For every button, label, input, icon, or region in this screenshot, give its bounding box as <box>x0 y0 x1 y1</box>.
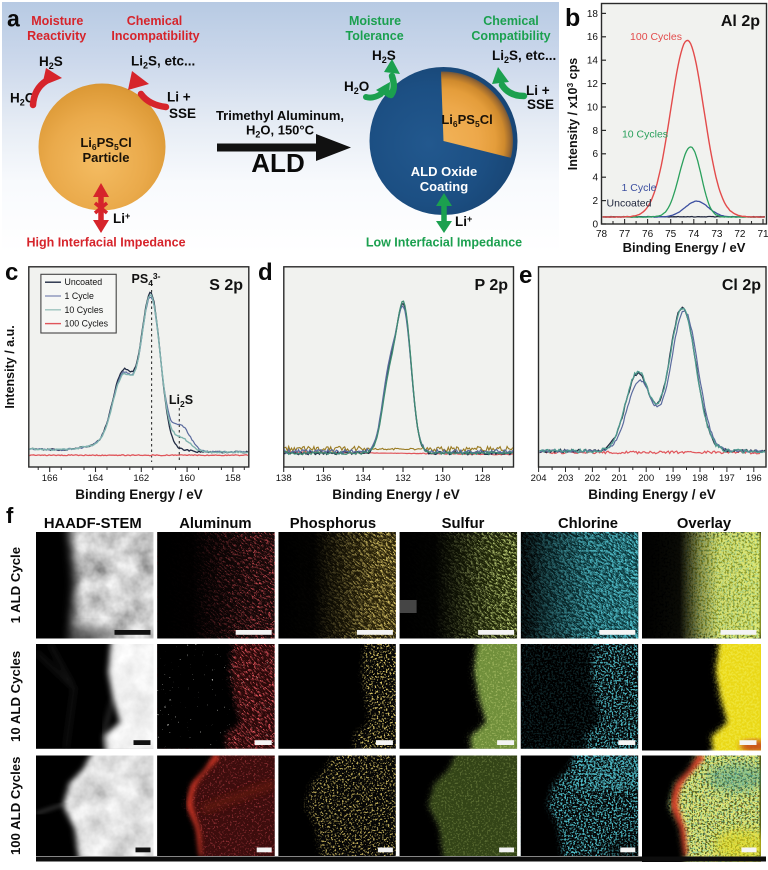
svg-text:16: 16 <box>587 32 599 43</box>
svg-text:158: 158 <box>225 473 241 484</box>
svg-text:72: 72 <box>734 229 746 240</box>
svg-text:H2S: H2S <box>39 54 63 71</box>
svg-text:198: 198 <box>692 473 708 484</box>
svg-text:H2O: H2O <box>344 79 369 96</box>
svg-text:Chemical: Chemical <box>483 14 539 28</box>
svg-text:b: b <box>565 4 580 32</box>
svg-text:160: 160 <box>179 473 195 484</box>
svg-text:203: 203 <box>558 473 574 484</box>
svg-text:18: 18 <box>587 9 599 20</box>
svg-text:H2O, 150°C: H2O, 150°C <box>246 123 315 140</box>
svg-text:Compatibility: Compatibility <box>471 29 550 43</box>
svg-text:202: 202 <box>584 473 600 484</box>
svg-text:197: 197 <box>719 473 735 484</box>
svg-text:Chemical: Chemical <box>127 14 183 28</box>
svg-text:162: 162 <box>133 473 149 484</box>
svg-text:134: 134 <box>355 473 371 484</box>
svg-text:Li6PS5Cl: Li6PS5Cl <box>441 112 492 129</box>
svg-text:Tolerance: Tolerance <box>346 29 404 43</box>
svg-text:10 Cycles: 10 Cycles <box>65 305 104 315</box>
svg-text:2: 2 <box>592 196 598 207</box>
svg-text:S 2p: S 2p <box>209 277 243 294</box>
svg-text:10: 10 <box>587 102 599 113</box>
svg-text:77: 77 <box>619 229 631 240</box>
svg-text:Overlay: Overlay <box>677 516 732 532</box>
svg-text:1 ALD Cycle: 1 ALD Cycle <box>8 547 23 623</box>
svg-text:Binding Energy / eV: Binding Energy / eV <box>588 487 716 502</box>
svg-text:ALD: ALD <box>251 148 304 178</box>
svg-text:128: 128 <box>475 473 491 484</box>
svg-text:6: 6 <box>592 149 598 160</box>
svg-text:SSE: SSE <box>527 97 554 112</box>
svg-text:Reactivity: Reactivity <box>27 29 86 43</box>
svg-text:Intensity / x103 cps: Intensity / x103 cps <box>565 58 580 170</box>
svg-text:130: 130 <box>435 473 451 484</box>
svg-text:H2O: H2O <box>10 91 35 108</box>
svg-text:4: 4 <box>592 173 598 184</box>
svg-text:78: 78 <box>596 229 608 240</box>
svg-text:76: 76 <box>642 229 654 240</box>
svg-text:SSE: SSE <box>169 106 196 121</box>
svg-text:166: 166 <box>42 473 58 484</box>
svg-text:d: d <box>258 259 273 286</box>
svg-text:196: 196 <box>746 473 762 484</box>
svg-text:100 ALD Cycles: 100 ALD Cycles <box>8 757 23 855</box>
svg-text:Sulfur: Sulfur <box>442 516 485 532</box>
svg-text:Coating: Coating <box>420 179 468 194</box>
svg-text:132: 132 <box>395 473 411 484</box>
svg-text:Moisture: Moisture <box>31 14 83 28</box>
svg-text:c: c <box>5 259 18 286</box>
svg-text:Binding Energy / eV: Binding Energy / eV <box>75 487 203 502</box>
svg-text:100 Cycles: 100 Cycles <box>630 31 682 43</box>
svg-text:12: 12 <box>587 79 599 90</box>
svg-text:10 Cycles: 10 Cycles <box>622 129 668 141</box>
svg-text:a: a <box>7 6 20 32</box>
svg-text:Binding Energy / eV: Binding Energy / eV <box>623 240 746 255</box>
svg-text:P 2p: P 2p <box>475 277 509 294</box>
svg-text:Binding Energy / eV: Binding Energy / eV <box>332 487 460 502</box>
svg-text:Cl 2p: Cl 2p <box>722 277 761 294</box>
svg-text:Uncoated: Uncoated <box>65 277 103 287</box>
svg-text:Uncoated: Uncoated <box>607 198 652 210</box>
svg-text:71: 71 <box>757 229 768 240</box>
svg-text:201: 201 <box>611 473 627 484</box>
svg-text:Al 2p: Al 2p <box>721 13 760 30</box>
svg-text:Incompatibility: Incompatibility <box>111 29 199 43</box>
svg-text:74: 74 <box>688 229 700 240</box>
svg-text:14: 14 <box>587 56 599 67</box>
svg-text:HAADF-STEM: HAADF-STEM <box>44 516 142 532</box>
svg-text:100 Cycles: 100 Cycles <box>65 319 109 329</box>
svg-text:e: e <box>519 262 532 289</box>
svg-text:Li +: Li + <box>526 83 550 98</box>
svg-text:Moisture: Moisture <box>349 14 401 28</box>
svg-text:1 Cycle: 1 Cycle <box>65 291 94 301</box>
svg-text:204: 204 <box>531 473 547 484</box>
svg-text:164: 164 <box>88 473 104 484</box>
svg-text:Chlorine: Chlorine <box>558 516 618 532</box>
svg-text:Trimethyl Aluminum,: Trimethyl Aluminum, <box>216 108 344 123</box>
svg-text:f: f <box>6 503 14 528</box>
svg-text:8: 8 <box>592 126 598 137</box>
svg-text:75: 75 <box>665 229 677 240</box>
svg-text:ALD Oxide: ALD Oxide <box>411 164 477 179</box>
svg-text:Li2S, etc...: Li2S, etc... <box>131 54 195 71</box>
svg-text:Aluminum: Aluminum <box>179 516 251 532</box>
svg-text:1 Cycle: 1 Cycle <box>621 182 656 194</box>
svg-text:High Interfacial Impedance: High Interfacial Impedance <box>26 236 185 250</box>
svg-text:199: 199 <box>665 473 681 484</box>
svg-text:Low Interfacial Impedance: Low Interfacial Impedance <box>366 236 522 250</box>
svg-text:Li2S, etc...: Li2S, etc... <box>492 48 556 65</box>
svg-text:10 ALD Cycles: 10 ALD Cycles <box>8 651 23 742</box>
svg-text:Particle: Particle <box>83 150 130 165</box>
svg-text:Intensity / a.u.: Intensity / a.u. <box>3 325 17 408</box>
svg-text:Li +: Li + <box>167 90 191 105</box>
svg-text:73: 73 <box>711 229 723 240</box>
svg-text:136: 136 <box>316 473 332 484</box>
svg-text:Li2S: Li2S <box>169 393 193 409</box>
svg-text:200: 200 <box>638 473 654 484</box>
svg-text:H2S: H2S <box>372 48 396 65</box>
svg-text:0: 0 <box>592 219 598 230</box>
svg-text:Phosphorus: Phosphorus <box>290 516 376 532</box>
svg-text:138: 138 <box>276 473 292 484</box>
